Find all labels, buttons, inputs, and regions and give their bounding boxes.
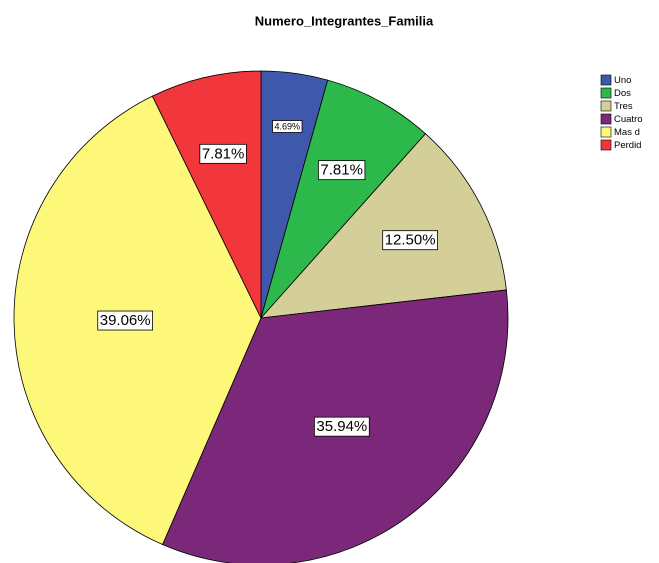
- legend-swatch: [600, 113, 612, 125]
- legend-swatch: [600, 87, 612, 99]
- chart-title: Numero_Integrantes_Familia: [255, 13, 434, 28]
- legend-label: Mas d: [614, 127, 640, 138]
- pie-slice: [260, 79, 427, 319]
- data-label-box: [317, 160, 366, 181]
- legend-label: Dos: [614, 88, 631, 99]
- legend-swatch: [600, 126, 612, 138]
- legend-label: Perdid: [614, 140, 641, 151]
- legend-label: Tres: [614, 101, 633, 112]
- data-label: 12.50%: [385, 232, 436, 249]
- data-label: 7.81%: [202, 145, 245, 162]
- data-label: 7.81%: [320, 162, 363, 179]
- pie-slice: [151, 70, 262, 319]
- pie-slice: [260, 133, 507, 319]
- data-label: 39.06%: [100, 312, 151, 329]
- data-label: 35.94%: [316, 418, 367, 435]
- legend-label: Cuatro: [614, 114, 643, 125]
- legend-swatch: [600, 139, 612, 151]
- data-label-box: [199, 143, 247, 164]
- legend-swatch: [600, 100, 612, 112]
- data-label-box: [272, 120, 303, 133]
- data-label: 4.69%: [274, 122, 300, 132]
- data-label-box: [313, 416, 370, 437]
- legend-label: Uno: [614, 75, 631, 86]
- legend-swatch: [600, 74, 612, 86]
- data-label-box: [97, 310, 154, 331]
- data-label-box: [382, 230, 438, 251]
